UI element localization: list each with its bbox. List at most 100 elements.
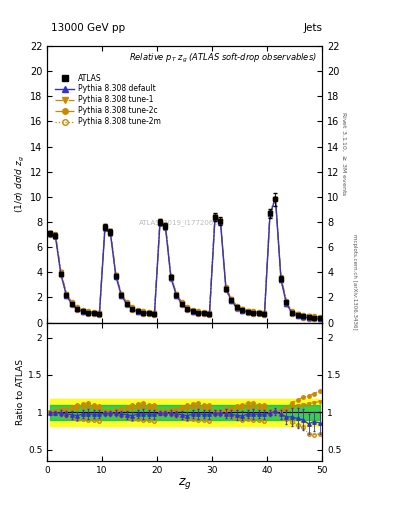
Pythia 8.308 tune-2m — [268, 212, 272, 218]
Pythia 8.308 tune-1 — [70, 300, 74, 306]
Pythia 8.308 tune-2c — [163, 222, 168, 228]
Pythia 8.308 default — [152, 311, 157, 317]
Pythia 8.308 tune-1 — [262, 310, 267, 316]
Pythia 8.308 tune-2m — [130, 307, 135, 313]
Pythia 8.308 tune-2c — [169, 273, 173, 279]
Line: Pythia 8.308 default: Pythia 8.308 default — [48, 196, 321, 321]
Pythia 8.308 tune-2c — [147, 309, 151, 315]
Pythia 8.308 default — [185, 306, 190, 312]
Pythia 8.308 default — [246, 309, 250, 315]
Pythia 8.308 default — [59, 271, 63, 278]
Pythia 8.308 tune-2m — [174, 293, 179, 299]
Pythia 8.308 tune-2m — [136, 309, 140, 315]
Pythia 8.308 default — [196, 310, 201, 316]
Pythia 8.308 default — [136, 308, 140, 314]
Pythia 8.308 tune-2m — [125, 302, 129, 308]
Pythia 8.308 default — [191, 308, 195, 314]
Pythia 8.308 tune-2m — [207, 312, 212, 318]
Pythia 8.308 tune-1 — [92, 310, 96, 316]
Text: Relative $p_T\ z_g$ (ATLAS soft-drop observables): Relative $p_T\ z_g$ (ATLAS soft-drop obs… — [129, 52, 317, 65]
Pythia 8.308 default — [213, 215, 217, 221]
Line: Pythia 8.308 tune-2m: Pythia 8.308 tune-2m — [48, 197, 321, 322]
Pythia 8.308 tune-2c — [59, 269, 63, 275]
Pythia 8.308 tune-2m — [92, 311, 96, 317]
Pythia 8.308 default — [251, 310, 256, 316]
Pythia 8.308 tune-1 — [240, 306, 245, 312]
Pythia 8.308 default — [273, 195, 278, 201]
Pythia 8.308 default — [114, 273, 118, 280]
Pythia 8.308 tune-1 — [147, 310, 151, 316]
Pythia 8.308 default — [218, 219, 223, 225]
Pythia 8.308 default — [317, 316, 322, 322]
Pythia 8.308 default — [207, 311, 212, 317]
Pythia 8.308 tune-1 — [257, 310, 261, 316]
Pythia 8.308 default — [312, 315, 316, 321]
Text: Rivet 3.1.10, $\geq$ 3M events: Rivet 3.1.10, $\geq$ 3M events — [340, 111, 347, 197]
Pythia 8.308 tune-1 — [317, 314, 322, 321]
Pythia 8.308 tune-1 — [75, 305, 80, 311]
Pythia 8.308 tune-2m — [279, 278, 283, 284]
Pythia 8.308 tune-1 — [53, 231, 58, 238]
Pythia 8.308 tune-2m — [257, 311, 261, 317]
Pythia 8.308 tune-1 — [251, 309, 256, 315]
Pythia 8.308 tune-2c — [92, 309, 96, 315]
Pythia 8.308 default — [240, 308, 245, 314]
Pythia 8.308 tune-2m — [213, 216, 217, 222]
Pythia 8.308 default — [306, 315, 311, 321]
Pythia 8.308 tune-2c — [273, 195, 278, 201]
Pythia 8.308 tune-2c — [108, 228, 113, 234]
Pythia 8.308 tune-2c — [306, 312, 311, 318]
Pythia 8.308 default — [235, 305, 239, 311]
Pythia 8.308 tune-2m — [108, 231, 113, 237]
Pythia 8.308 tune-2c — [317, 314, 322, 320]
Pythia 8.308 tune-1 — [301, 312, 305, 318]
Pythia 8.308 tune-1 — [136, 308, 140, 314]
Pythia 8.308 tune-1 — [202, 310, 206, 316]
Pythia 8.308 tune-2m — [103, 226, 107, 232]
Pythia 8.308 tune-1 — [169, 273, 173, 280]
Pythia 8.308 tune-2m — [290, 311, 294, 317]
Pythia 8.308 tune-2c — [191, 307, 195, 313]
Pythia 8.308 default — [108, 230, 113, 237]
Pythia 8.308 tune-2m — [191, 309, 195, 315]
Pythia 8.308 tune-1 — [284, 299, 289, 305]
Pythia 8.308 default — [53, 233, 58, 240]
Pythia 8.308 tune-1 — [185, 305, 190, 311]
Text: 13000 GeV pp: 13000 GeV pp — [51, 23, 125, 33]
Y-axis label: $(1/\sigma)\ d\sigma/d\ z_g$: $(1/\sigma)\ d\sigma/d\ z_g$ — [14, 155, 27, 214]
Pythia 8.308 tune-2c — [81, 307, 85, 313]
Pythia 8.308 tune-2c — [235, 303, 239, 309]
Pythia 8.308 tune-2m — [312, 316, 316, 322]
Pythia 8.308 tune-2c — [48, 229, 52, 236]
Pythia 8.308 tune-2c — [224, 284, 228, 290]
Pythia 8.308 tune-2m — [240, 308, 245, 314]
Pythia 8.308 tune-1 — [97, 310, 102, 316]
Pythia 8.308 tune-1 — [64, 291, 69, 297]
Pythia 8.308 tune-2c — [70, 300, 74, 306]
Pythia 8.308 tune-1 — [273, 196, 278, 202]
Pythia 8.308 tune-2c — [130, 305, 135, 311]
Pythia 8.308 tune-2m — [48, 231, 52, 238]
Pythia 8.308 tune-1 — [141, 309, 146, 315]
Pythia 8.308 tune-1 — [224, 285, 228, 291]
Pythia 8.308 tune-2m — [75, 307, 80, 313]
Pythia 8.308 default — [125, 301, 129, 307]
Pythia 8.308 tune-2c — [284, 298, 289, 304]
Pythia 8.308 tune-2m — [163, 225, 168, 231]
Pythia 8.308 tune-2c — [180, 300, 184, 306]
Pythia 8.308 tune-2c — [290, 308, 294, 314]
Pythia 8.308 default — [158, 220, 162, 226]
Pythia 8.308 default — [75, 306, 80, 312]
Pythia 8.308 tune-1 — [119, 291, 124, 297]
Text: Jets: Jets — [303, 23, 322, 33]
Pythia 8.308 tune-2c — [257, 309, 261, 315]
Pythia 8.308 tune-2c — [268, 209, 272, 215]
Pythia 8.308 tune-1 — [191, 308, 195, 314]
Pythia 8.308 default — [295, 312, 300, 318]
Pythia 8.308 tune-2m — [306, 315, 311, 322]
Pythia 8.308 tune-2c — [141, 308, 146, 314]
Pythia 8.308 default — [70, 301, 74, 307]
Pythia 8.308 tune-2c — [185, 305, 190, 311]
Pythia 8.308 tune-2m — [97, 311, 102, 317]
Pythia 8.308 tune-2m — [86, 310, 91, 316]
